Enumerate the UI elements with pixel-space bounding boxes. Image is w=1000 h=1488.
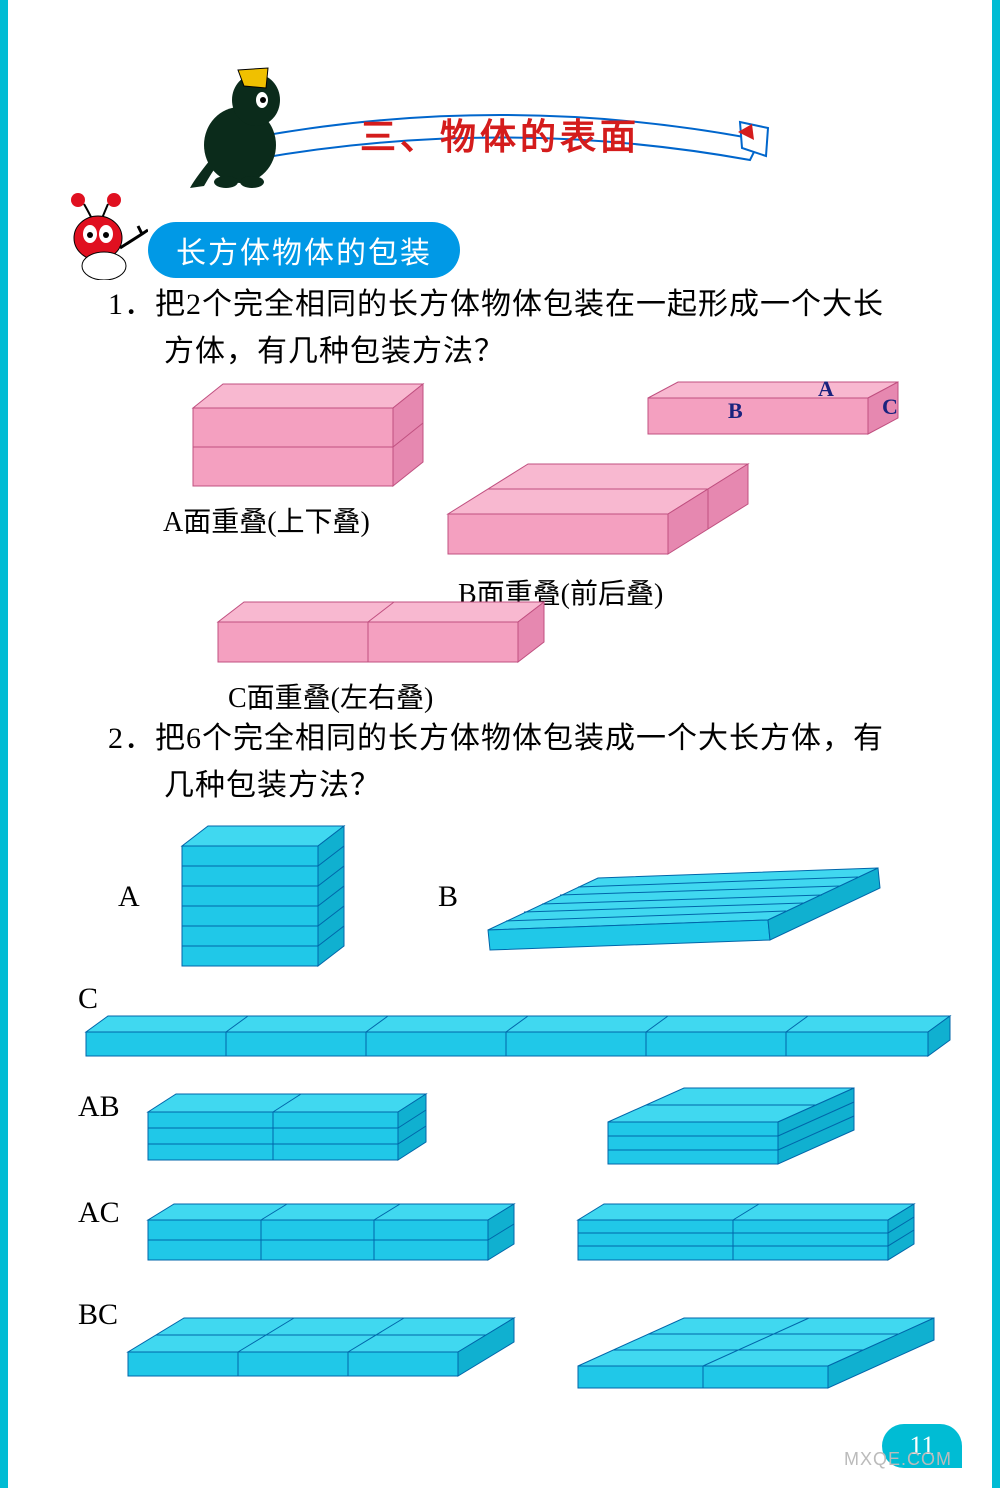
label-bc: BC bbox=[78, 1298, 118, 1332]
cyan-box-bc-right-icon bbox=[568, 1310, 948, 1400]
face-label-b: B bbox=[728, 398, 743, 424]
dinosaur-mascot-icon bbox=[188, 60, 298, 190]
cyan-box-a-icon bbox=[168, 820, 358, 970]
chapter-banner: 三、物体的表面 bbox=[220, 90, 780, 170]
cyan-box-bc-left-icon bbox=[118, 1310, 528, 1390]
question-1: 1．把2个完全相同的长方体物体包装在一起形成一个大长 方体，有几种包装方法？ bbox=[108, 282, 928, 375]
reference-cuboid-icon bbox=[608, 378, 908, 448]
q2-text-line2: 几种包装方法？ bbox=[108, 763, 958, 810]
q1-number: 1． bbox=[108, 288, 155, 321]
page: 三、物体的表面 长方体物体的包装 1．把2个完全相同的长方体物体包装在一起形成一… bbox=[0, 0, 1000, 1488]
question-2: 2．把6个完全相同的长方体物体包装成一个大长方体，有 几种包装方法？ bbox=[108, 716, 958, 809]
cyan-box-ac-right-icon bbox=[568, 1198, 928, 1268]
face-label-c: C bbox=[882, 394, 898, 420]
q1-text-line2: 方体，有几种包装方法？ bbox=[108, 329, 928, 376]
ant-mascot-icon bbox=[58, 190, 148, 280]
label-ab: AB bbox=[78, 1090, 120, 1124]
label-b: B bbox=[438, 880, 458, 914]
q1-text-line1: 把2个完全相同的长方体物体包装在一起形成一个大长 bbox=[155, 288, 884, 321]
q2-text-line1: 把6个完全相同的长方体物体包装成一个大长方体，有 bbox=[155, 722, 884, 755]
q2-number: 2． bbox=[108, 722, 155, 755]
cyan-box-c-icon bbox=[78, 1010, 958, 1066]
pink-box-c-icon bbox=[198, 596, 558, 676]
pink-box-a-icon bbox=[163, 378, 443, 498]
pink-box-b-icon bbox=[428, 454, 768, 574]
cyan-box-ac-left-icon bbox=[138, 1198, 528, 1268]
watermark: MXQE.COM bbox=[844, 1449, 952, 1470]
section-subtitle: 长方体物体的包装 bbox=[148, 222, 460, 278]
label-a: A bbox=[118, 880, 140, 914]
chapter-title: 三、物体的表面 bbox=[220, 108, 780, 160]
cyan-box-ab-left-icon bbox=[138, 1088, 438, 1168]
label-ac: AC bbox=[78, 1196, 120, 1230]
face-label-a: A bbox=[818, 376, 834, 402]
cyan-box-b-icon bbox=[478, 860, 898, 960]
caption-a: A面重叠(上下叠) bbox=[163, 500, 370, 540]
caption-c: C面重叠(左右叠) bbox=[228, 676, 433, 716]
cyan-box-ab-right-icon bbox=[598, 1082, 868, 1172]
